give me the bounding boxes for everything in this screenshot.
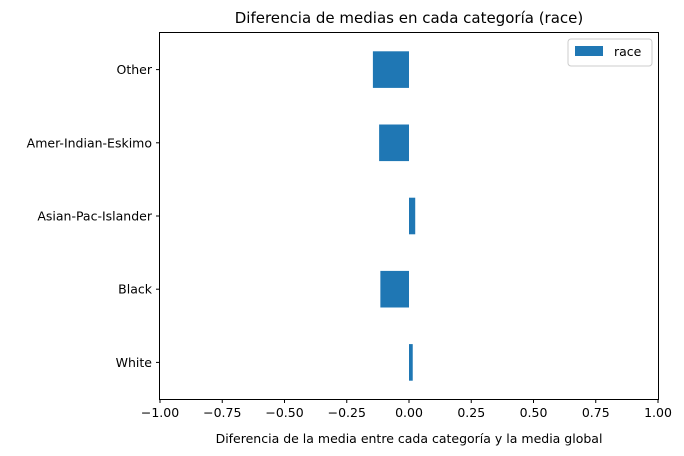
y-tick-label: White: [116, 355, 153, 370]
x-axis-label: Diferencia de la media entre cada catego…: [216, 431, 603, 446]
x-tick-label: −1.00: [141, 405, 179, 420]
x-tick-label: −0.75: [203, 405, 241, 420]
y-tick-label: Asian-Pac-Islander: [37, 209, 153, 224]
x-tick-label: 0.75: [582, 405, 610, 420]
x-tick-label: 1.00: [644, 405, 672, 420]
x-tick-label: −0.50: [265, 405, 303, 420]
x-tick-label: 0.50: [520, 405, 548, 420]
x-axis: −1.00 −0.75 −0.50 −0.25 0.00 0.25 0.50 0.75 1.00: [141, 399, 672, 420]
bar-white: [409, 344, 413, 381]
legend: race: [567, 38, 653, 67]
legend-label: race: [614, 44, 642, 59]
chart-title: Diferencia de medias en cada categoría (…: [235, 9, 584, 27]
y-tick-label: Other: [117, 62, 153, 77]
bars-group: [372, 51, 416, 381]
bar-black: [380, 270, 409, 308]
legend-box: [567, 38, 653, 67]
bar-asian-pac-islander: [409, 197, 416, 235]
x-tick-label: −0.25: [328, 405, 366, 420]
y-axis: White Black Asian-Pac-Islander Amer-Indian-…: [27, 62, 160, 370]
legend-swatch: [575, 46, 603, 56]
bar-other: [372, 51, 409, 88]
bar-amer-indian-eskimo: [379, 124, 409, 162]
x-tick-label: 0.25: [457, 405, 485, 420]
x-tick-label: 0.00: [395, 405, 423, 420]
y-tick-label: Black: [118, 282, 153, 297]
plot-frame: [159, 32, 659, 400]
y-tick-label: Amer-Indian-Eskimo: [27, 135, 152, 150]
